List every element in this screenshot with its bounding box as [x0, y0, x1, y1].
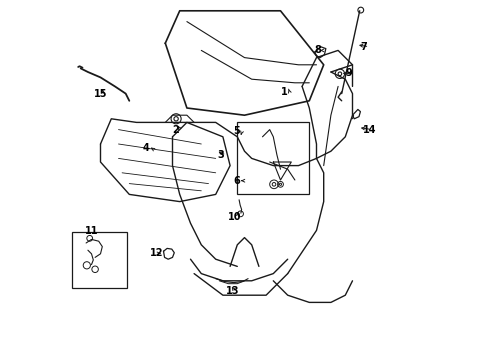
Text: 1: 1	[280, 87, 286, 97]
Text: 10: 10	[228, 212, 241, 222]
Text: 14: 14	[363, 125, 376, 135]
Text: 7: 7	[360, 42, 366, 52]
Bar	[237, 122, 309, 194]
Text: 15: 15	[94, 89, 107, 99]
Text: 6: 6	[232, 176, 239, 186]
Text: 2: 2	[171, 125, 178, 135]
Text: 3: 3	[217, 150, 224, 160]
Text: 8: 8	[314, 45, 321, 55]
Text: 9: 9	[345, 68, 351, 78]
Text: 12: 12	[150, 248, 163, 258]
Text: 13: 13	[225, 286, 239, 296]
Text: 4: 4	[142, 143, 149, 153]
Bar	[72, 232, 127, 288]
Text: 5: 5	[232, 126, 239, 136]
Text: 11: 11	[85, 226, 99, 236]
